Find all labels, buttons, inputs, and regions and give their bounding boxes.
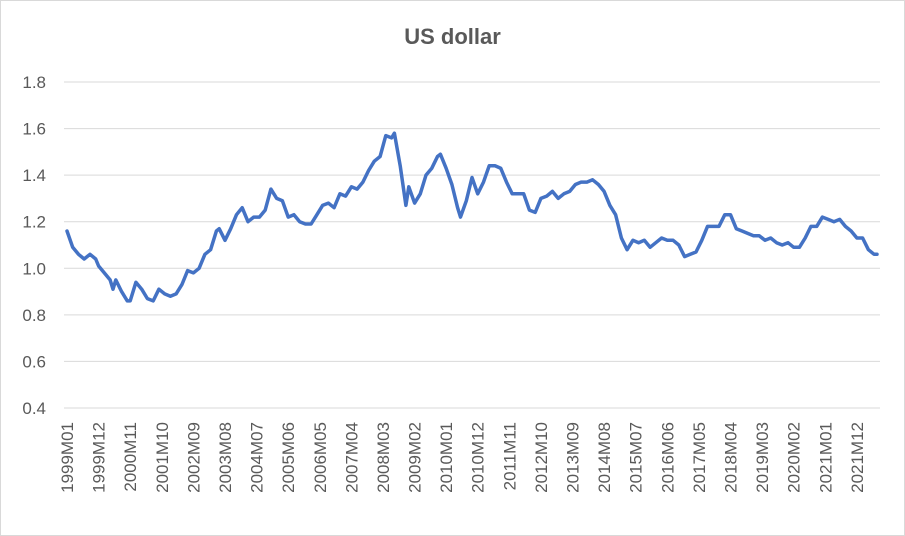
chart-title: US dollar [404,24,501,49]
y-tick-label: 1.8 [22,73,46,92]
y-tick-label: 0.6 [22,352,46,371]
x-tick-label: 2002M09 [184,422,203,493]
x-tick-label: 2013M09 [564,422,583,493]
gridlines [64,81,880,409]
x-tick-label: 2003M08 [216,422,235,493]
x-tick-label: 2008M03 [374,422,393,493]
x-tick-label: 2017M05 [690,422,709,493]
x-tick-label: 2021M12 [848,422,867,493]
x-tick-label: 2012M10 [532,422,551,493]
x-tick-label: 2010M01 [437,422,456,493]
x-tick-label: 2010M12 [469,422,488,493]
y-tick-label: 0.4 [22,399,46,418]
x-tick-label: 2019M03 [753,422,772,493]
x-axis-tick-labels: 1999M01 1999M12 2000M11 2001M10 2002M09 2003M… [58,422,867,493]
y-tick-label: 1.6 [22,120,46,139]
x-tick-label: 2020M02 [785,422,804,493]
x-tick-label: 2005M06 [279,422,298,493]
y-axis-tick-labels: 0.4 0.6 0.8 1.0 1.2 1.4 1.6 1.8 [22,73,46,418]
series-line-0 [65,131,879,303]
x-tick-label: 2000M11 [121,422,140,492]
x-tick-label: 2016M06 [658,422,677,493]
x-tick-label: 2018M04 [722,422,741,493]
x-tick-label: 2004M07 [248,422,267,493]
y-tick-label: 1.0 [22,259,46,278]
x-tick-label: 2021M01 [816,422,835,493]
x-tick-label: 2009M02 [406,422,425,493]
x-tick-label: 2014M08 [595,422,614,493]
x-tick-label: 2006M05 [311,422,330,493]
x-tick-label: 2001M10 [153,422,172,493]
y-tick-label: 1.2 [22,213,46,232]
x-tick-label: 1999M12 [90,422,109,493]
series-group [65,131,879,303]
y-tick-label: 1.4 [22,166,46,185]
x-tick-label: 2011M11 [500,422,519,490]
x-tick-label: 2015M07 [627,422,646,493]
x-tick-label: 1999M01 [58,422,77,493]
y-tick-label: 0.8 [22,306,46,325]
x-tick-label: 2007M04 [342,422,361,493]
